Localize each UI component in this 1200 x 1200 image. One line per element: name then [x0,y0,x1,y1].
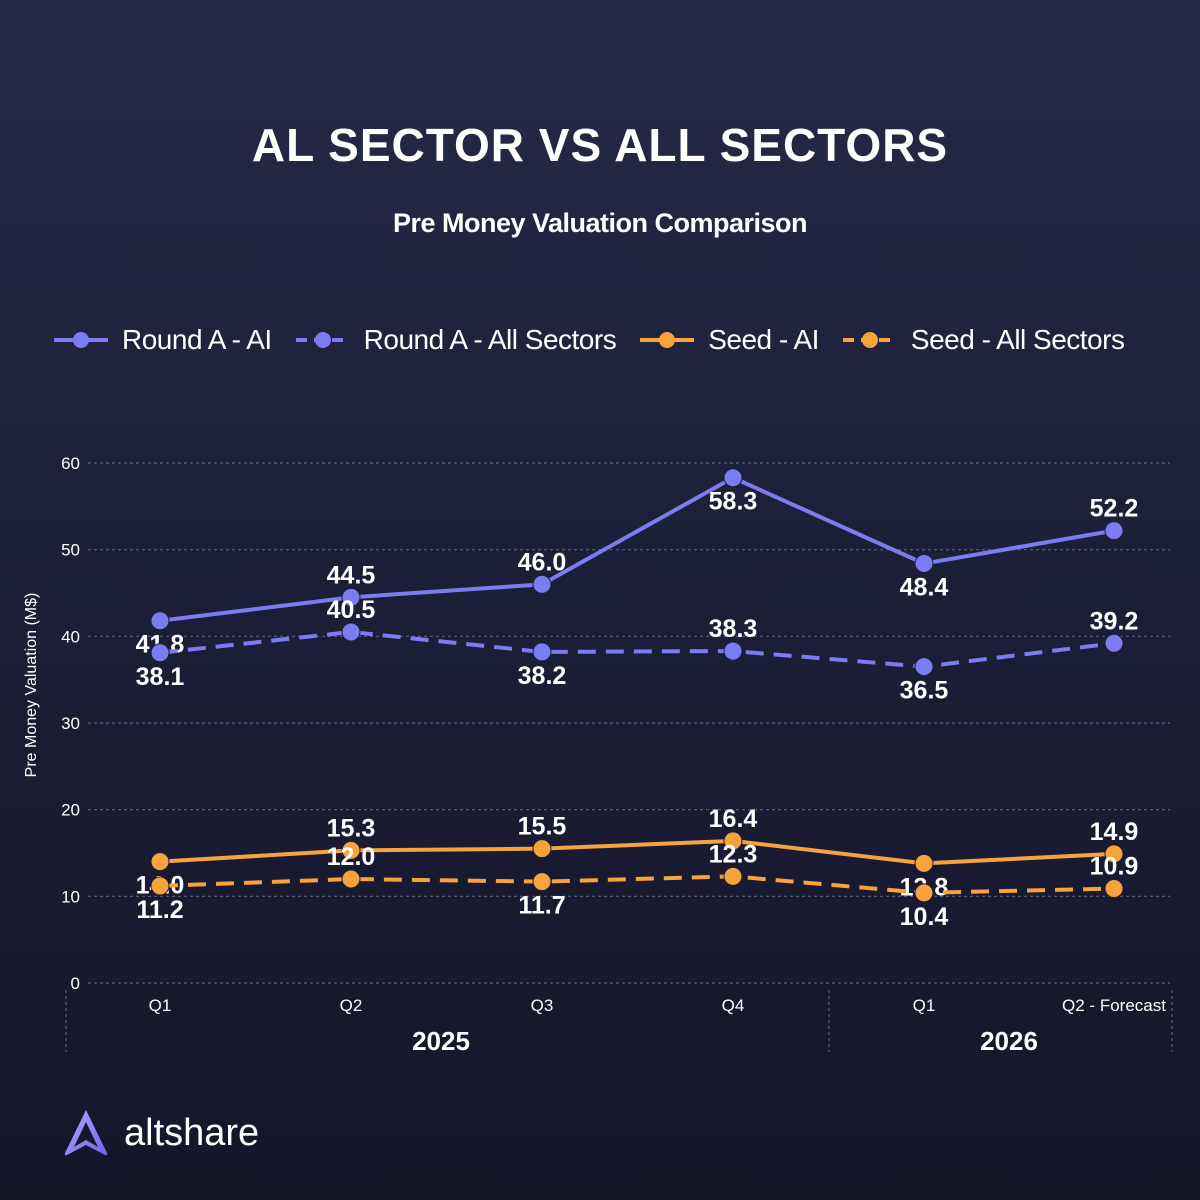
x-tick-label: Q2 - Forecast [1062,996,1166,1015]
y-tick-label: 10 [61,887,80,906]
data-point [341,622,361,642]
legend-swatch-seed-ai [640,332,695,348]
legend-swatch-round-a-all-sectors [295,332,350,348]
data-point [150,611,170,631]
y-tick-label: 30 [61,714,80,733]
data-label: 52.2 [1090,495,1139,523]
x-group-label: 2026 [980,1026,1038,1056]
brand-logo: altshare [62,1105,259,1161]
data-point [532,839,552,859]
legend-label: Round A - All Sectors [363,324,617,355]
legend-item-seed-all-sectors: Seed - All Sectors [841,324,1125,356]
legend-label: Seed - AI [708,324,819,355]
data-label: 48.4 [900,574,949,602]
data-label: 11.7 [518,892,565,920]
x-tick-label: Q2 [340,996,363,1015]
data-label: 58.3 [709,488,758,516]
data-point [341,587,361,607]
series-line [159,475,1115,623]
data-point [914,554,934,574]
data-label: 15.5 [518,813,567,841]
data-label: 12.0 [327,843,376,871]
data-point [1104,844,1124,864]
legend-item-seed-ai: Seed - AI [638,324,819,356]
data-point [723,831,743,851]
y-tick-label: 40 [61,627,80,646]
x-tick-label: Q1 [149,996,172,1015]
data-point [532,574,552,594]
series-line [159,630,1115,669]
data-label: 10.4 [900,903,949,931]
data-point [150,852,170,872]
data-label: 36.5 [900,677,949,705]
chart-legend: Round A - AI Round A - All Sectors Seed … [52,318,1125,362]
legend-label: Round A - AI [122,324,272,355]
x-tick-label: Q3 [531,996,554,1015]
data-label: 46.0 [518,548,567,576]
data-point [1104,879,1124,899]
data-point [341,840,361,860]
data-label: 14.9 [1090,818,1139,846]
y-tick-label: 20 [61,801,80,820]
chart-subtitle: Pre Money Valuation Comparison [392,208,808,238]
data-point [723,641,743,661]
data-point [150,643,170,663]
data-label: 11.2 [136,896,183,924]
legend-item-round-a-all-sectors: Round A - All Sectors [294,324,617,356]
x-group-label: 2025 [412,1026,470,1056]
data-label: 10.9 [1090,853,1139,881]
data-point [532,872,552,892]
y-axis-label: Pre Money Valuation (M$) [23,593,40,778]
data-point [1104,521,1124,541]
altshare-logo-icon [64,1110,108,1156]
data-point [723,866,743,886]
data-label: 39.2 [1090,607,1139,635]
legend-label: Seed - All Sectors [910,324,1125,355]
data-label: 15.3 [327,814,376,842]
series-line [159,838,1115,866]
data-label: 38.3 [709,615,758,643]
data-label: 38.1 [136,663,185,691]
x-tick-label: Q4 [722,996,745,1015]
y-tick-label: 0 [71,974,80,993]
data-point [150,876,170,896]
data-point [1104,633,1124,653]
legend-swatch-seed-all-sectors [842,332,897,348]
series-line [159,874,1115,895]
data-point [914,657,934,677]
y-tick-label: 60 [61,454,80,473]
data-label: 16.4 [709,805,758,833]
data-point [914,853,934,873]
data-label: 12.3 [709,840,758,868]
brand-name: altshare [124,1111,260,1154]
data-label: 44.5 [327,561,376,589]
x-tick-label: Q1 [913,996,936,1015]
data-label: 40.5 [327,596,376,624]
data-point [914,883,934,903]
data-point [723,468,743,488]
data-label: 38.2 [518,662,567,690]
data-point [532,642,552,662]
chart-title: AL SECTOR VS ALL SECTORS [251,119,949,171]
legend-swatch-round-a-ai [54,332,108,348]
data-point [341,869,361,889]
y-tick-label: 50 [61,541,80,560]
legend-item-round-a-ai: Round A - AI [52,324,272,356]
